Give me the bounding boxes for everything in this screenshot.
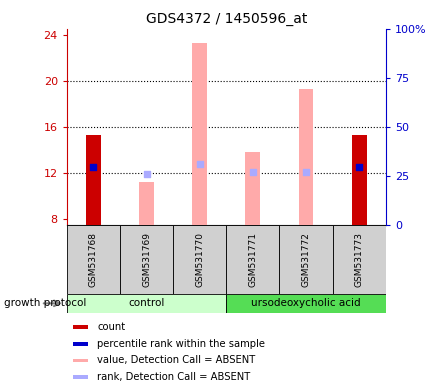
- Bar: [73, 359, 87, 362]
- Text: ursodeoxycholic acid: ursodeoxycholic acid: [251, 298, 360, 308]
- Bar: [86, 135, 101, 225]
- Text: GSM531768: GSM531768: [89, 232, 98, 287]
- Bar: [298, 89, 313, 225]
- Text: percentile rank within the sample: percentile rank within the sample: [97, 339, 264, 349]
- Text: GSM531773: GSM531773: [354, 232, 363, 287]
- Text: GSM531770: GSM531770: [195, 232, 204, 287]
- Bar: [226, 294, 385, 313]
- Bar: [245, 152, 260, 225]
- Text: GSM531772: GSM531772: [301, 232, 310, 286]
- Bar: [120, 225, 173, 294]
- Bar: [173, 225, 226, 294]
- Text: rank, Detection Call = ABSENT: rank, Detection Call = ABSENT: [97, 372, 250, 382]
- Bar: [67, 225, 120, 294]
- Text: control: control: [128, 298, 164, 308]
- Point: [90, 164, 97, 170]
- Point: [196, 161, 203, 167]
- Point: [143, 171, 150, 177]
- Bar: [73, 375, 87, 379]
- Point: [302, 169, 309, 175]
- Bar: [279, 225, 332, 294]
- Point: [355, 164, 362, 170]
- Text: growth protocol: growth protocol: [4, 298, 86, 308]
- Bar: [226, 225, 279, 294]
- Point: [249, 169, 256, 175]
- Text: value, Detection Call = ABSENT: value, Detection Call = ABSENT: [97, 356, 255, 366]
- Text: GSM531769: GSM531769: [142, 232, 150, 287]
- Bar: [67, 294, 226, 313]
- Bar: [192, 43, 207, 225]
- Bar: [332, 225, 385, 294]
- Title: GDS4372 / 1450596_at: GDS4372 / 1450596_at: [145, 12, 306, 26]
- Bar: [73, 342, 87, 346]
- Bar: [139, 182, 154, 225]
- Bar: [351, 135, 366, 225]
- Text: GSM531771: GSM531771: [248, 232, 257, 287]
- Text: count: count: [97, 322, 125, 332]
- Bar: [73, 325, 87, 329]
